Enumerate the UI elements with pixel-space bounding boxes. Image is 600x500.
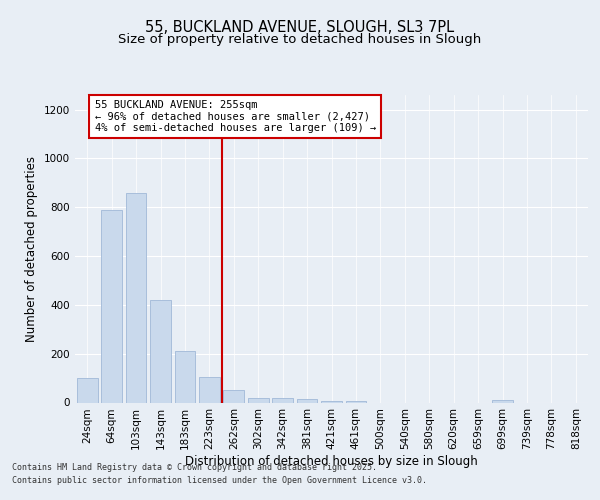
Y-axis label: Number of detached properties: Number of detached properties	[25, 156, 38, 342]
Bar	[272, 398, 293, 402]
Bar	[248, 398, 269, 402]
Bar	[223, 390, 244, 402]
Bar	[77, 378, 98, 402]
Text: 55 BUCKLAND AVENUE: 255sqm
← 96% of detached houses are smaller (2,427)
4% of se: 55 BUCKLAND AVENUE: 255sqm ← 96% of deta…	[95, 100, 376, 133]
Text: Size of property relative to detached houses in Slough: Size of property relative to detached ho…	[118, 32, 482, 46]
X-axis label: Distribution of detached houses by size in Slough: Distribution of detached houses by size …	[185, 455, 478, 468]
Bar	[492, 400, 513, 402]
Bar	[101, 210, 122, 402]
Text: 55, BUCKLAND AVENUE, SLOUGH, SL3 7PL: 55, BUCKLAND AVENUE, SLOUGH, SL3 7PL	[145, 20, 455, 35]
Bar	[199, 377, 220, 402]
Text: Contains public sector information licensed under the Open Government Licence v3: Contains public sector information licen…	[12, 476, 427, 485]
Bar	[296, 399, 317, 402]
Bar	[175, 351, 196, 403]
Bar	[125, 192, 146, 402]
Bar	[150, 300, 171, 402]
Text: Contains HM Land Registry data © Crown copyright and database right 2025.: Contains HM Land Registry data © Crown c…	[12, 464, 377, 472]
